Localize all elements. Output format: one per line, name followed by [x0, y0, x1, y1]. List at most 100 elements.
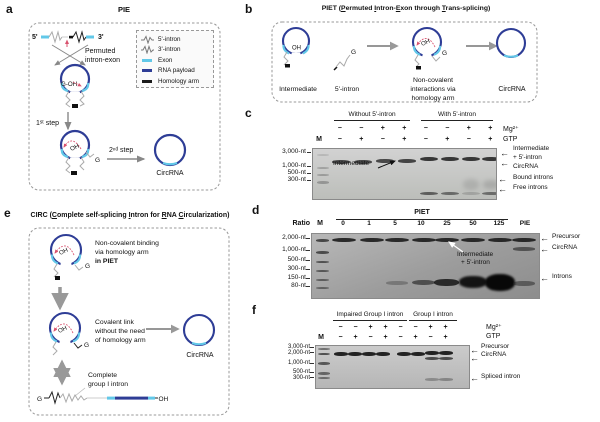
lane-condition-sign: −: [359, 125, 364, 132]
gel-band: [462, 191, 480, 195]
gel-band: [485, 274, 515, 291]
oh-label-red: OH: [69, 143, 80, 153]
gel-band: [316, 279, 329, 281]
gel-band: [398, 158, 416, 163]
panel-a-title: PIE: [117, 5, 131, 14]
noncov-line3: homology arm: [411, 95, 454, 102]
g-label: G: [84, 342, 89, 349]
homology-arm-mark: [285, 64, 290, 68]
title-segment: C: [178, 212, 184, 219]
marker-80nt-d: 80-nt: [291, 282, 306, 289]
gel-band: [461, 237, 485, 242]
gel-band: [332, 159, 350, 164]
circrna-label-f: CircRNA: [481, 351, 507, 358]
tick: [306, 250, 310, 251]
marker-3000nt-c: 3,000-nt: [282, 148, 306, 155]
gel-d-white-text-line1: Intermediate: [457, 251, 494, 258]
title-segment: ermuted: [345, 5, 375, 12]
gel-band: [316, 251, 329, 254]
circrna-label: CircRNA: [156, 170, 184, 177]
lane-condition-sign: +: [413, 334, 418, 341]
gel-band: [317, 154, 329, 156]
gel-band: [488, 237, 512, 242]
exon-bar-icon: [142, 58, 152, 62]
g-label: G: [442, 50, 447, 57]
lane-condition-sign: +: [402, 125, 407, 132]
panel-c-label: c: [245, 106, 252, 120]
oh-attack-red-arc: [416, 38, 436, 48]
lane-condition-sign: +: [466, 125, 471, 132]
lane-condition-sign: 50: [469, 220, 477, 227]
three-intron-squiggle-icon: [141, 45, 154, 55]
panel-e-title: CIRC (Complete self-splicing Intron for …: [8, 212, 252, 219]
gel-band: [385, 237, 409, 242]
gel-band: [513, 247, 535, 251]
lane-condition-sign: PIE: [519, 220, 531, 227]
gel-band: [411, 351, 425, 356]
gel-band: [316, 287, 329, 289]
marker-300nt-d: 300-nt: [287, 265, 306, 272]
ratio-label: Ratio: [292, 220, 311, 227]
lane-condition-sign: −: [338, 324, 343, 331]
lane-condition-sign: −: [398, 324, 403, 331]
permuted-label-line1: Permuted: [85, 48, 115, 55]
legend-row: 5'-intron: [140, 34, 210, 45]
mg-signs-row-f: − − + + − − + +: [333, 324, 453, 331]
gtp-signs-row-c: − + − + − + − +: [329, 136, 501, 143]
noncov-line1: Non-covalent: [413, 77, 453, 84]
title-segment: NA: [166, 212, 179, 219]
homology-arm-mark: [71, 171, 77, 175]
piet-group-line: [336, 219, 508, 220]
lane-condition-sign: +: [353, 334, 358, 341]
legend-label-three-intron: 3'-intron: [158, 46, 181, 54]
arrow-bound-introns: ←: [498, 174, 507, 184]
tick: [307, 173, 311, 174]
circrna-product: CircRNA: [182, 313, 216, 359]
title-segment: ntron for: [130, 212, 162, 219]
panel-b-label: b: [245, 2, 253, 16]
marker-300nt-c: 300-nt: [287, 176, 306, 183]
tick: [310, 377, 314, 378]
legend-label-payload: RNA payload: [158, 67, 195, 75]
circrna-label-d: CircRNA: [552, 244, 578, 251]
tick: [310, 372, 314, 373]
gel-d-white-annotation: Intermediate + 5'-intron: [448, 241, 494, 266]
panel-b-diagram: OH Intermediate G 5'-intron OH G Non-cov…: [271, 21, 538, 103]
marker-1000nt-c: 1,000-nt: [282, 162, 306, 169]
panel-f-label: f: [252, 303, 256, 317]
marker-500nt-d: 500-nt: [287, 256, 306, 263]
gel-image-d: [311, 233, 540, 299]
lane-condition-sign: +: [359, 136, 364, 143]
group-i-intron-header: Group I intron: [409, 311, 457, 321]
homology-arm-mark: [72, 104, 78, 108]
noncov-line3: in PIET: [95, 258, 119, 265]
permuted-circle-intermediate: G-OH: [59, 63, 91, 108]
marker-300nt-f: 300-nt: [292, 375, 310, 381]
title-segment: PIET (: [321, 5, 342, 12]
panel-e-label: e: [4, 206, 11, 220]
gel-band: [317, 181, 329, 184]
legend-row: 3'-intron: [140, 45, 210, 56]
gel-band: [318, 377, 330, 379]
homology-arm-mark: [55, 276, 60, 280]
title-segment: ntron-: [376, 5, 396, 12]
lane-condition-sign: −: [423, 125, 428, 132]
oh-attack-red-arc: [53, 323, 74, 334]
gel-image-c: [312, 148, 497, 200]
oh-label: OH: [292, 46, 301, 52]
gel-band: [318, 352, 330, 355]
pointer-line: [74, 387, 86, 397]
title-segment: xon through: [400, 5, 442, 12]
gel-band: [334, 351, 348, 356]
legend-row: RNA payload: [140, 66, 210, 77]
marker-150nt-d: 150-nt: [287, 274, 306, 281]
g-label: G: [351, 49, 356, 56]
gel-band: [376, 159, 394, 163]
lane-condition-sign: +: [380, 125, 385, 132]
title-segment: T: [441, 5, 446, 12]
panel-a-diagram: 5' 3' Permuted intron-exon G-OH: [28, 22, 221, 191]
rna-payload-bar-icon: [142, 69, 152, 73]
g-label: G: [85, 263, 90, 270]
title-segment: I: [374, 5, 377, 12]
gel-band: [425, 378, 439, 381]
